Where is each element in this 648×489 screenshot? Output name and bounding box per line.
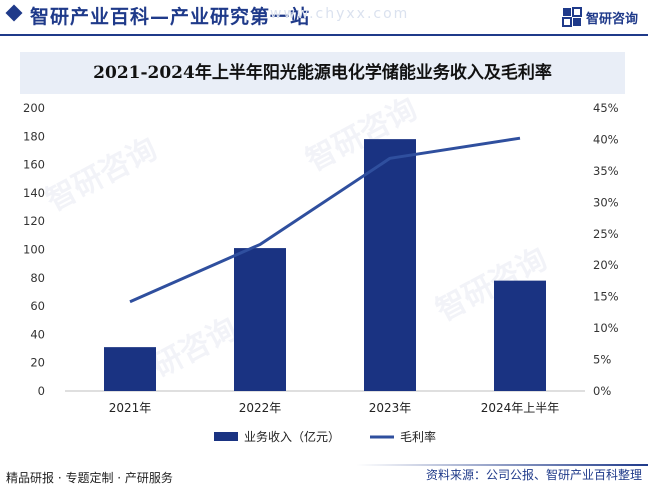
brand-logo[interactable]: 智研咨询 [561, 6, 638, 28]
y-left-tick-label: 100 [23, 243, 45, 257]
y-right-tick-label: 35% [593, 164, 619, 178]
y-left-tick-label: 20 [30, 356, 45, 370]
site-title: 智研产业百科—产业研究第一站 [30, 6, 311, 28]
y-left-tick-label: 60 [30, 299, 45, 313]
y-right-tick-label: 25% [593, 227, 619, 241]
brand-logo-text: 智研咨询 [585, 11, 638, 27]
y-left-tick-label: 120 [23, 214, 45, 228]
chart-title-box: 2021-2024年上半年阳光能源电化学储能业务收入及毛利率 [20, 52, 625, 94]
y-left-tick-label: 0 [38, 384, 45, 398]
y-left-tick-label: 40 [30, 327, 45, 341]
y-right-tick-label: 40% [593, 132, 619, 146]
y-left-tick-label: 140 [23, 186, 45, 200]
legend-label-line: 毛利率 [400, 429, 436, 444]
y-right-tick-label: 45% [593, 101, 619, 115]
bar [364, 139, 416, 391]
site-header: 智研产业百科—产业研究第一站 www.chyxx.com 智研咨询 [0, 0, 648, 34]
y-left-tick-label: 180 [23, 129, 45, 143]
x-tick-label: 2021年 [109, 401, 152, 415]
legend-label-bar: 业务收入（亿元） [244, 429, 340, 444]
bar [104, 347, 156, 391]
chart-canvas: 0 20 40 60 80 100 120 140 160 180 200 0% 5% 10% 15% 20%… [23, 101, 619, 444]
y-left-tick-label: 80 [30, 271, 45, 285]
brand-logo-icon [561, 7, 582, 27]
y-right-tick-label: 5% [593, 353, 611, 367]
x-tick-label: 2024年上半年 [481, 401, 560, 415]
site-footer: 精品研报 · 专题定制 · 产研服务 资料来源：公司公报、智研产业百科整理 [0, 466, 648, 489]
y-right-tick-label: 0% [593, 384, 611, 398]
footer-services: 精品研报 · 专题定制 · 产研服务 [6, 471, 173, 485]
line-series [129, 136, 521, 304]
chart-title: 2021-2024年上半年阳光能源电化学储能业务收入及毛利率 [93, 63, 552, 83]
y-left-tick-label: 160 [23, 158, 45, 172]
y-right-tick-label: 10% [593, 321, 619, 335]
y-left-tick-label: 200 [23, 101, 45, 115]
legend-swatch-bar [214, 432, 238, 441]
bar [234, 248, 286, 391]
x-tick-label: 2022年 [239, 401, 282, 415]
y-right-tick-label: 15% [593, 290, 619, 304]
y-right-tick-label: 20% [593, 258, 619, 272]
site-ghost-text: www.chyxx.com [270, 6, 410, 22]
footer-rule [0, 464, 648, 466]
header-rule [0, 34, 648, 36]
y-right-tick-label: 30% [593, 195, 619, 209]
bar [494, 280, 546, 391]
footer-source: 资料来源：公司公报、智研产业百科整理 [425, 468, 642, 482]
x-tick-label: 2023年 [369, 401, 412, 415]
